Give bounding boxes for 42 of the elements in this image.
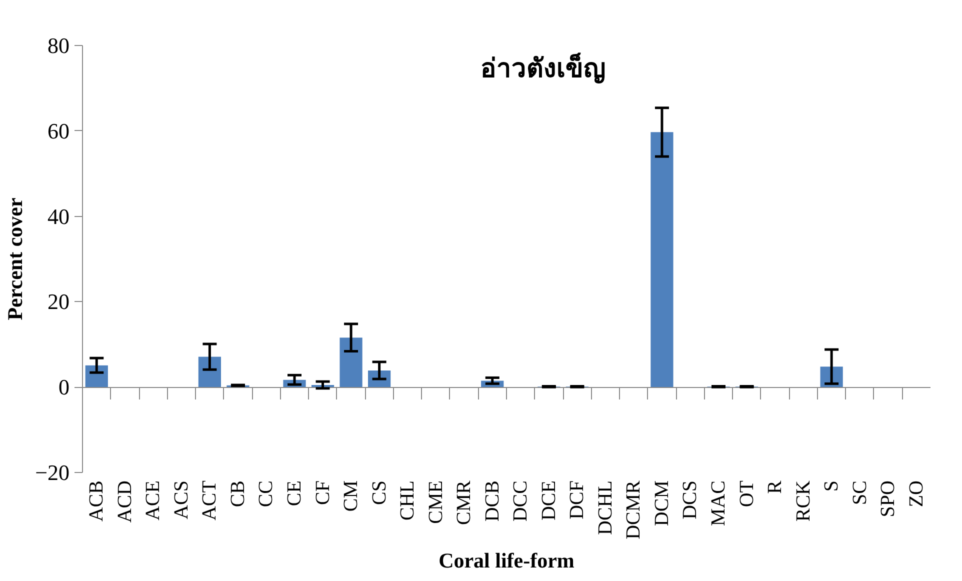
bar [340, 338, 362, 388]
x-tick-label: CS [368, 480, 390, 505]
chart-title: อ่าวตังเข็ญ [480, 52, 606, 84]
y-tick-label: 0 [58, 374, 70, 400]
x-tick-label: CE [284, 480, 306, 506]
x-tick-label: CC [255, 480, 278, 508]
x-tick-label: ACS [170, 480, 192, 520]
y-tick-label: 80 [48, 33, 70, 58]
x-tick-label: DCS [679, 480, 702, 520]
x-tick-label: DCF [566, 480, 588, 520]
x-tick-label: DCC [510, 480, 532, 522]
y-tick-label: 40 [48, 204, 70, 229]
y-tick-label: 60 [48, 118, 70, 144]
x-tick-label: CHL [396, 480, 419, 520]
x-tick-label: DCM [650, 480, 673, 526]
x-tick-label: ZO [905, 480, 928, 508]
x-tick-label: MAC [708, 480, 730, 526]
x-tick-label: CB [226, 480, 249, 508]
x-tick-label: CM [340, 480, 362, 512]
y-axis-title: Percent cover [3, 198, 28, 320]
y-tick-label: −20 [35, 460, 70, 485]
bar [650, 132, 674, 388]
x-tick-label: DCE [538, 480, 560, 520]
x-tick-label: OT [736, 480, 758, 508]
x-tick-label: DCMR [622, 480, 645, 540]
bar [198, 356, 222, 388]
x-tick-label: ACD [114, 480, 136, 523]
x-tick-label: DCB [481, 480, 504, 522]
y-tick-label: 20 [48, 289, 70, 314]
x-tick-label: RCK [792, 480, 814, 522]
x-tick-label: ACT [198, 480, 221, 520]
x-tick-label: DCHL [594, 480, 616, 535]
x-axis-title: Coral life-form [438, 548, 575, 572]
x-tick-label: CME [424, 480, 447, 524]
x-tick-label: S [820, 480, 843, 492]
x-tick-label: ACE [142, 480, 164, 520]
x-tick-label: CF [312, 480, 334, 505]
x-tick-label: SPO [877, 480, 900, 518]
x-tick-label: SC [848, 480, 871, 505]
x-tick-label: CMR [453, 480, 476, 525]
x-tick-label: ACB [86, 480, 108, 522]
x-tick-label: R [764, 480, 786, 494]
